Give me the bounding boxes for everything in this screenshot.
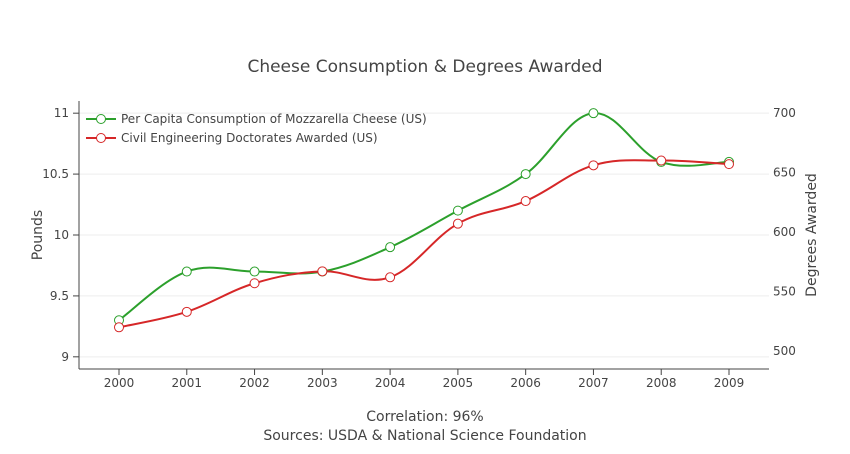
legend-marker-cheese bbox=[96, 114, 106, 124]
y2-axis-title: Degrees Awarded bbox=[804, 173, 820, 297]
x-tick-label: 2003 bbox=[307, 376, 338, 390]
x-tick-label: 2001 bbox=[172, 376, 203, 390]
legend-item-cheese[interactable]: Per Capita Consumption of Mozzarella Che… bbox=[86, 112, 427, 126]
y-tick-label: 10.5 bbox=[42, 167, 69, 181]
data-point-s0-2007[interactable] bbox=[588, 108, 599, 119]
series-line-0 bbox=[118, 112, 730, 322]
series-lines bbox=[118, 112, 730, 329]
y-tick-label: 11 bbox=[54, 106, 69, 120]
y-tick-label: 10 bbox=[54, 228, 69, 242]
legend-label-doctorates: Civil Engineering Doctorates Awarded (US… bbox=[121, 131, 378, 145]
x-tick-label: 2006 bbox=[510, 376, 541, 390]
chart-title: Cheese Consumption & Degrees Awarded bbox=[247, 57, 602, 77]
x-tick-label: 2009 bbox=[714, 376, 745, 390]
y-tick-label: 9 bbox=[61, 350, 69, 364]
y2-tick-label: 600 bbox=[773, 225, 796, 239]
data-point-s1-2003[interactable] bbox=[317, 266, 328, 277]
x-tick-label: 2008 bbox=[646, 376, 677, 390]
data-point-s1-2006[interactable] bbox=[520, 196, 531, 207]
series-line-1 bbox=[118, 159, 730, 329]
y2-tick-label: 650 bbox=[773, 165, 796, 179]
data-point-s0-2001[interactable] bbox=[181, 266, 192, 277]
data-point-s1-2004[interactable] bbox=[385, 272, 396, 283]
legend-marker-doctorates bbox=[96, 133, 106, 143]
legend-label-cheese: Per Capita Consumption of Mozzarella Che… bbox=[121, 112, 427, 126]
data-point-s1-2007[interactable] bbox=[588, 160, 599, 171]
data-point-s0-2005[interactable] bbox=[452, 205, 463, 216]
left-y-tick-labels: 9 9.5 10 10.5 11 bbox=[42, 106, 79, 364]
gridlines bbox=[79, 112, 769, 358]
y-axis-title: Pounds bbox=[30, 210, 46, 260]
caption-correlation: Correlation: 96% bbox=[366, 409, 483, 425]
y-tick-label: 9.5 bbox=[50, 289, 69, 303]
legend-item-doctorates[interactable]: Civil Engineering Doctorates Awarded (US… bbox=[86, 131, 378, 145]
x-tick-label: 2007 bbox=[578, 376, 609, 390]
data-point-s1-2005[interactable] bbox=[452, 218, 463, 229]
y2-tick-label: 700 bbox=[773, 106, 796, 120]
legend: Per Capita Consumption of Mozzarella Che… bbox=[86, 112, 427, 145]
data-point-s0-2004[interactable] bbox=[385, 242, 396, 253]
x-tick-labels: 2000 2001 2002 2003 2004 2005 2006 2007 2008 2009 bbox=[104, 369, 745, 390]
x-tick-label: 2005 bbox=[443, 376, 474, 390]
data-point-s0-2006[interactable] bbox=[520, 169, 531, 180]
x-tick-label: 2000 bbox=[104, 376, 135, 390]
data-point-s0-2002[interactable] bbox=[249, 266, 260, 277]
data-point-s1-2009[interactable] bbox=[724, 159, 734, 170]
data-point-s1-2002[interactable] bbox=[249, 278, 260, 289]
data-point-s1-2001[interactable] bbox=[181, 306, 192, 317]
y2-tick-label: 550 bbox=[773, 285, 796, 299]
caption-sources: Sources: USDA & National Science Foundat… bbox=[263, 428, 586, 444]
right-y-tick-labels: 500 550 600 650 700 bbox=[773, 106, 796, 358]
x-tick-label: 2002 bbox=[239, 376, 270, 390]
y2-tick-label: 500 bbox=[773, 344, 796, 358]
x-tick-label: 2004 bbox=[375, 376, 406, 390]
data-point-s1-2000[interactable] bbox=[114, 322, 124, 333]
series-points bbox=[114, 108, 734, 333]
data-point-s1-2008[interactable] bbox=[656, 155, 667, 166]
